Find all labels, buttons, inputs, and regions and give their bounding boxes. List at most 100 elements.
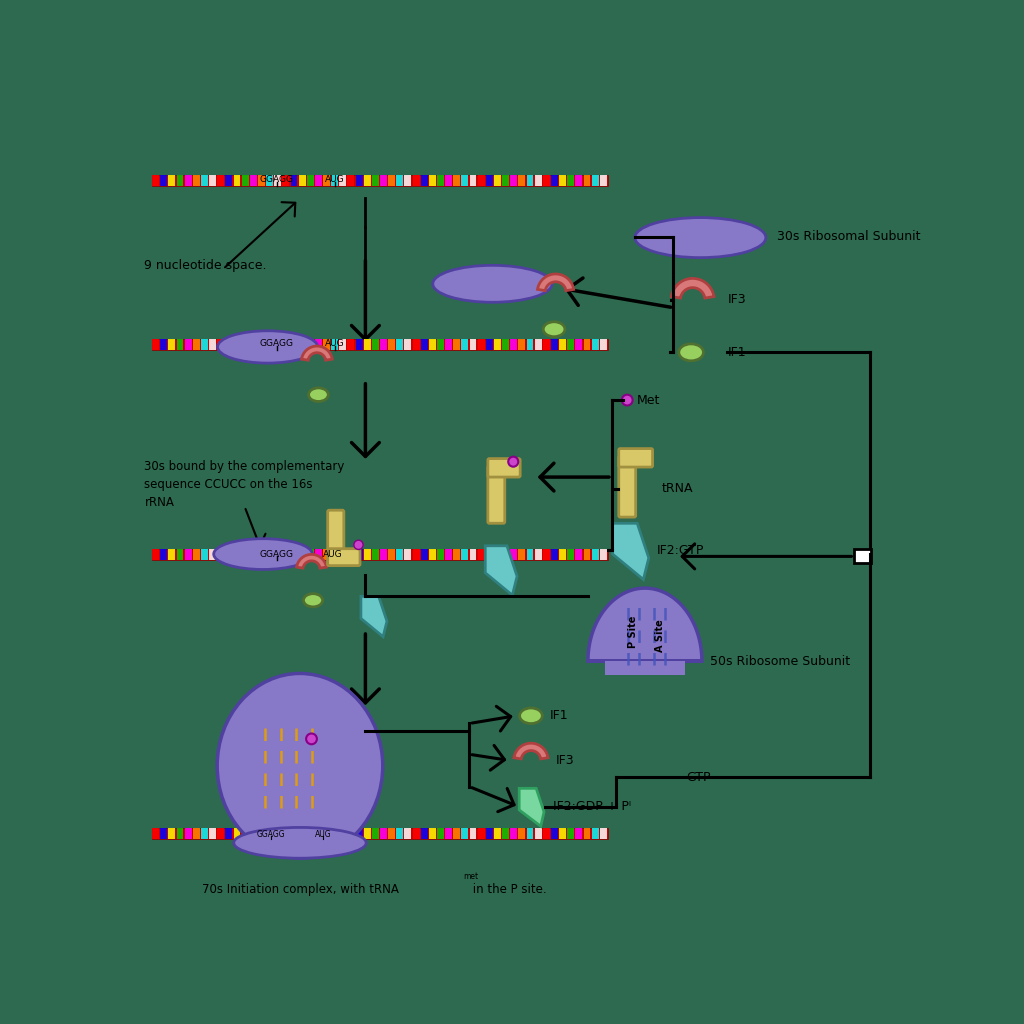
Bar [201,175,208,186]
Bar [535,339,542,350]
Bar [421,339,428,350]
Bar [551,339,558,350]
Bar [502,828,509,839]
Bar [184,828,191,839]
Bar [478,828,484,839]
Bar [331,828,338,839]
Bar [396,339,403,350]
Bar [184,175,191,186]
Text: 50s Ribosome Subunit: 50s Ribosome Subunit [711,655,851,669]
Polygon shape [612,523,649,580]
Bar [559,339,566,350]
Bar [559,550,566,560]
Bar [153,175,608,186]
Text: IF2:GDP + Pᴵ: IF2:GDP + Pᴵ [553,800,631,813]
Bar [339,550,346,560]
Bar [266,339,273,350]
Bar [201,550,208,560]
Bar [355,550,362,560]
Bar [364,175,371,186]
Bar [592,339,599,350]
Bar [518,175,525,186]
Bar [193,828,200,839]
Bar [388,828,395,839]
Bar [478,339,484,350]
Polygon shape [485,546,517,595]
Bar [307,339,313,350]
Bar [168,175,175,186]
Bar [454,175,460,186]
Bar [600,550,607,560]
Bar [575,828,583,839]
FancyBboxPatch shape [487,466,505,523]
Bar [551,828,558,839]
Text: 9 nucleotide space.: 9 nucleotide space. [144,259,267,271]
Bar [575,339,583,350]
Bar [274,550,282,560]
Ellipse shape [303,594,323,607]
Ellipse shape [217,331,317,364]
Bar [176,550,183,560]
Bar [526,828,534,839]
Bar [258,339,265,350]
Bar [372,175,379,186]
Bar [518,828,525,839]
Bar [153,828,159,839]
Text: GGAGG: GGAGG [260,175,294,184]
FancyBboxPatch shape [618,457,636,517]
Bar [242,828,249,839]
Bar [551,550,558,560]
Bar [502,550,509,560]
Bar [299,828,305,839]
Bar [201,828,208,839]
Bar [209,550,216,560]
Bar [209,339,216,350]
Bar [364,828,371,839]
Bar [225,175,232,186]
Bar [291,339,297,350]
Bar [347,828,354,839]
Bar [266,550,273,560]
Bar [372,550,379,560]
Bar [592,828,599,839]
Bar [250,828,257,839]
Bar [437,550,444,560]
Bar [559,828,566,839]
Bar [567,339,574,350]
Bar [153,339,608,350]
Bar [225,339,232,350]
Bar [209,175,216,186]
Bar [380,828,387,839]
Bar [339,828,346,839]
Bar [372,828,379,839]
Bar [462,550,468,560]
Bar [339,175,346,186]
Bar [217,550,224,560]
Bar [600,339,607,350]
Bar [485,339,493,350]
Bar [323,175,330,186]
Text: AUG: AUG [325,339,344,348]
Bar [396,828,403,839]
Bar [323,550,330,560]
Bar [258,828,265,839]
Ellipse shape [519,708,543,724]
Bar [445,828,452,839]
Bar [168,550,175,560]
Bar [485,550,493,560]
Bar [600,828,607,839]
Bar [193,550,200,560]
Bar [153,828,608,839]
Bar [404,339,412,350]
FancyBboxPatch shape [328,549,360,565]
Bar [470,550,476,560]
Bar [161,339,167,350]
Bar [510,550,517,560]
Bar [176,175,183,186]
Bar [605,662,685,675]
Text: IF1: IF1 [727,346,745,358]
Bar [526,175,534,186]
Bar [575,550,583,560]
Bar [291,828,297,839]
Bar [494,550,501,560]
